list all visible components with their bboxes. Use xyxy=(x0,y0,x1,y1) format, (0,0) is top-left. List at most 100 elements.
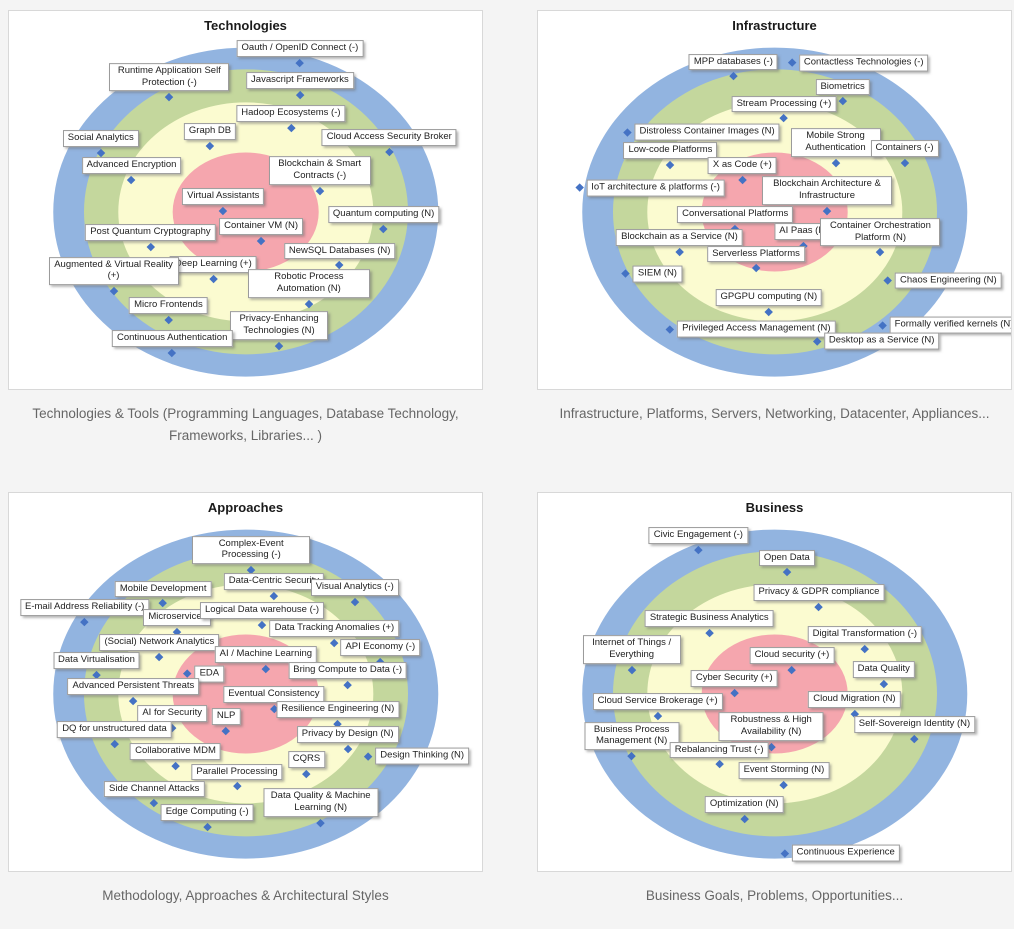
radar-item-label: Data Quality xyxy=(852,661,915,678)
radar-item: Data Virtualisation xyxy=(53,652,140,680)
data-point-marker xyxy=(704,629,714,638)
radar-item-label: MPP databases (-) xyxy=(688,53,778,71)
radar-item-label: Virtual Assistants xyxy=(182,188,265,206)
radar-item-label: Strategic Business Analytics xyxy=(644,610,774,628)
radar-item: Data Quality & Machine Learning (N) xyxy=(263,788,379,828)
radar-item-label: Low-code Platforms xyxy=(623,142,718,160)
radar-item-label: Blockchain & Smart Contracts (-) xyxy=(268,156,371,185)
radar-item-label: Bring Compute to Data (-) xyxy=(288,662,408,680)
radar-item-label: Blockchain Architecture & Infrastructure xyxy=(762,176,892,205)
radar-item: Cloud Access Security Broker xyxy=(321,129,457,157)
radar-item-label: Chaos Engineering (N) xyxy=(895,272,1002,289)
radar-item-label: Formally verified kernels (N) xyxy=(889,317,1011,334)
radar-item: Blockchain Architecture & Infrastructure xyxy=(762,176,892,216)
radar-item-label: Post Quantum Cryptography xyxy=(85,223,216,241)
radar-item: Container Orchestration Platform (N) xyxy=(820,217,941,257)
radar-item-label: Parallel Processing xyxy=(191,763,283,781)
radar-item: Cloud Migration (N) xyxy=(808,690,901,719)
radar-item: Privileged Access Management (N) xyxy=(665,320,836,338)
panel-approaches: Approaches Complex-Event Processing (-) M… xyxy=(8,492,483,929)
data-point-marker xyxy=(295,58,305,68)
radar-item-label: Container VM (N) xyxy=(219,218,304,235)
data-point-marker xyxy=(167,348,177,358)
radar-title: Technologies xyxy=(204,18,287,33)
radar-item: EDA xyxy=(183,665,225,683)
data-point-marker xyxy=(764,308,774,317)
radar-item-label: X as Code (+) xyxy=(707,157,777,175)
radar-rings: Oauth / OpenID Connect (-) Runtime Applic… xyxy=(9,11,482,389)
radar-item-label: Augmented & Virtual Reality (+) xyxy=(48,256,179,286)
radar-item-label: Deep Learning (+) xyxy=(169,255,257,273)
data-point-marker xyxy=(261,664,271,674)
radar-item: Civic Engagement (-) xyxy=(648,526,748,555)
radar-item-label: Event Storming (N) xyxy=(738,762,830,780)
radar-item: Complex-Event Processing (-) xyxy=(192,535,311,575)
radar-item: Side Channel Attacks xyxy=(104,780,205,808)
data-point-marker xyxy=(146,242,155,251)
radar-item-label: Oauth / OpenID Connect (-) xyxy=(236,40,364,57)
radar-item: Conversational Platforms xyxy=(677,205,794,234)
radar-item-label: Mobile Development xyxy=(114,580,212,598)
data-point-marker xyxy=(158,599,168,608)
radar-rings: MPP databases (-) Contactless Technologie… xyxy=(538,11,1011,389)
radar-item: Privacy-Enhancing Technologies (N) xyxy=(230,311,329,351)
data-point-marker xyxy=(739,815,749,824)
radar-item-label: Serverless Platforms xyxy=(707,245,805,263)
radar-item-label: Distroless Container Images (N) xyxy=(634,123,780,141)
radar-item: Micro Frontends xyxy=(129,297,208,325)
panel-business: Business Civic Engagement (-) Open Data Pr… xyxy=(537,492,1012,929)
radar-item: Deep Learning (+) xyxy=(169,255,257,283)
radar-item-label: Resilience Engineering (N) xyxy=(276,700,400,718)
data-point-marker xyxy=(343,680,352,690)
radar-item: Contactless Technologies (-) xyxy=(787,54,929,72)
radar-item: IoT architecture & platforms (-) xyxy=(574,179,725,197)
data-point-marker xyxy=(219,206,228,216)
radar-item: Desktop as a Service (N) xyxy=(812,332,940,350)
data-point-marker xyxy=(129,696,138,706)
data-point-marker xyxy=(878,321,887,330)
radar-item-label: Eventual Consistency xyxy=(223,686,325,703)
radar-item-label: Advanced Encryption xyxy=(81,157,182,175)
radar-item: Mobile Strong Authentication xyxy=(790,128,881,168)
radar-item: Runtime Application Self Protection (-) xyxy=(109,62,230,102)
radar-item-label: Social Analytics xyxy=(62,130,139,148)
data-point-marker xyxy=(623,128,632,137)
radar-caption: Technologies & Tools (Programming Langua… xyxy=(32,406,459,443)
data-point-marker xyxy=(779,781,789,790)
radar-item-label: Side Channel Attacks xyxy=(104,780,205,798)
panel-infrastructure: Infrastructure MPP databases (-) Contactl… xyxy=(537,10,1012,447)
data-point-marker xyxy=(385,147,394,157)
radar-item: Strategic Business Analytics xyxy=(644,610,774,638)
data-point-marker xyxy=(787,665,797,675)
radar-item-label: Privacy by Design (N) xyxy=(296,725,399,743)
data-point-marker xyxy=(164,316,173,325)
data-point-marker xyxy=(232,782,242,791)
radar-item: Continuous Experience xyxy=(780,844,900,862)
radar-item-label: EDA xyxy=(194,665,225,683)
radar-item-label: Desktop as a Service (N) xyxy=(823,332,940,350)
radar-item: Open Data xyxy=(758,549,815,577)
radar-item-label: NLP xyxy=(211,707,241,725)
radar-item-label: Micro Frontends xyxy=(129,297,208,315)
radar-item-label: Contactless Technologies (-) xyxy=(798,54,929,72)
data-point-marker xyxy=(812,337,822,346)
data-point-marker xyxy=(838,97,847,106)
radar-figure-business: Business Civic Engagement (-) Open Data Pr… xyxy=(537,492,1012,872)
data-point-marker xyxy=(350,597,359,606)
radar-item-label: Javascript Frameworks xyxy=(246,71,354,89)
panel-technologies: Technologies Oauth / OpenID Connect (-) R… xyxy=(8,10,483,447)
radar-item: Graph DB xyxy=(183,123,237,151)
radar-item-label: Data Virtualisation xyxy=(53,652,140,669)
data-point-marker xyxy=(574,183,584,193)
radar-item: Bring Compute to Data (-) xyxy=(288,662,408,690)
data-point-marker xyxy=(109,287,118,296)
radar-item-label: Privileged Access Management (N) xyxy=(677,320,836,338)
radar-item: NewSQL Databases (N) xyxy=(283,242,396,270)
data-point-marker xyxy=(205,142,215,151)
data-point-marker xyxy=(822,206,832,216)
radar-item-label: Privacy-Enhancing Technologies (N) xyxy=(230,311,329,341)
radar-item: Oauth / OpenID Connect (-) xyxy=(236,40,364,68)
radar-item: Containers (-) xyxy=(870,140,939,168)
radar-item-label: IoT architecture & platforms (-) xyxy=(586,179,725,197)
radar-item: Advanced Persistent Threats xyxy=(67,678,200,706)
